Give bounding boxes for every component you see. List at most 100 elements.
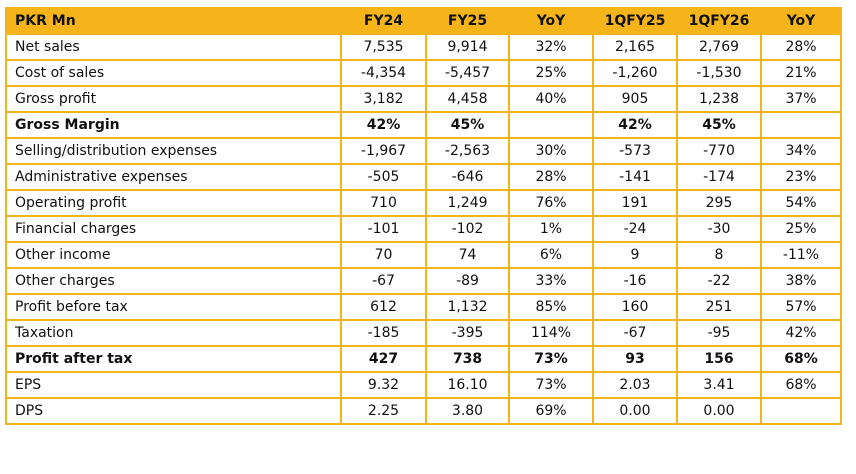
table-cell: 73% bbox=[508, 345, 594, 373]
table-cell: -505 bbox=[340, 163, 427, 191]
table-cell: 28% bbox=[508, 163, 594, 191]
column-header: FY25 bbox=[425, 7, 510, 35]
header-row: PKR Mn FY24 FY25 YoY 1QFY25 1QFY26 YoY bbox=[5, 7, 842, 35]
table-cell: -1,530 bbox=[676, 59, 762, 87]
table-cell: 738 bbox=[425, 345, 510, 373]
table-cell: 251 bbox=[676, 293, 762, 321]
table-cell: 295 bbox=[676, 189, 762, 217]
table-cell: 38% bbox=[760, 267, 842, 295]
table-cell: 33% bbox=[508, 267, 594, 295]
table-cell: -646 bbox=[425, 163, 510, 191]
table-cell: 2.03 bbox=[592, 371, 678, 399]
table-cell: 34% bbox=[760, 137, 842, 165]
table-cell: 8 bbox=[676, 241, 762, 269]
table-cell: 1% bbox=[508, 215, 594, 243]
table-cell: -185 bbox=[340, 319, 427, 347]
table-cell: 612 bbox=[340, 293, 427, 321]
table-cell: 42% bbox=[592, 111, 678, 139]
table-cell: -67 bbox=[592, 319, 678, 347]
row-label: Administrative expenses bbox=[5, 163, 342, 191]
table-cell: 37% bbox=[760, 85, 842, 113]
row-label: Profit before tax bbox=[5, 293, 342, 321]
table-cell: -89 bbox=[425, 267, 510, 295]
table-cell: -141 bbox=[592, 163, 678, 191]
table-row: Gross Margin 42% 45% 42% 45% bbox=[5, 111, 842, 139]
table-cell: 1,132 bbox=[425, 293, 510, 321]
column-header: 1QFY26 bbox=[676, 7, 762, 35]
table-cell bbox=[508, 111, 594, 139]
table-cell: -24 bbox=[592, 215, 678, 243]
table-cell: 9,914 bbox=[425, 33, 510, 61]
table-cell: -67 bbox=[340, 267, 427, 295]
table-cell: 2,165 bbox=[592, 33, 678, 61]
table-row: Financial charges -101 -102 1% -24 -30 25% bbox=[5, 215, 842, 243]
table-row: Other income 70 74 6% 9 8 -11% bbox=[5, 241, 842, 269]
table-cell: 156 bbox=[676, 345, 762, 373]
table-cell: -11% bbox=[760, 241, 842, 269]
table-cell: 74 bbox=[425, 241, 510, 269]
table-row: Other charges -67 -89 33% -16 -22 38% bbox=[5, 267, 842, 295]
table-cell: 40% bbox=[508, 85, 594, 113]
table-cell: 905 bbox=[592, 85, 678, 113]
table-cell: 1,249 bbox=[425, 189, 510, 217]
table-cell: 7,535 bbox=[340, 33, 427, 61]
row-label: DPS bbox=[5, 397, 342, 425]
table-cell: -16 bbox=[592, 267, 678, 295]
table-cell: 9.32 bbox=[340, 371, 427, 399]
table-cell: 3.80 bbox=[425, 397, 510, 425]
table-cell: 1,238 bbox=[676, 85, 762, 113]
row-label: Other charges bbox=[5, 267, 342, 295]
row-label: Profit after tax bbox=[5, 345, 342, 373]
row-label: Gross Margin bbox=[5, 111, 342, 139]
table-cell: 0.00 bbox=[592, 397, 678, 425]
column-header: 1QFY25 bbox=[592, 7, 678, 35]
row-label: Gross profit bbox=[5, 85, 342, 113]
table-cell: 45% bbox=[425, 111, 510, 139]
table-cell: -30 bbox=[676, 215, 762, 243]
table-cell: 25% bbox=[508, 59, 594, 87]
table-cell: 76% bbox=[508, 189, 594, 217]
table-cell: -2,563 bbox=[425, 137, 510, 165]
row-label: Net sales bbox=[5, 33, 342, 61]
table-cell: 68% bbox=[760, 345, 842, 373]
table-cell: 25% bbox=[760, 215, 842, 243]
table-cell: -1,260 bbox=[592, 59, 678, 87]
row-label: Cost of sales bbox=[5, 59, 342, 87]
table-row: Gross profit 3,182 4,458 40% 905 1,238 37% bbox=[5, 85, 842, 113]
table-cell bbox=[760, 111, 842, 139]
table-cell: 42% bbox=[760, 319, 842, 347]
row-label: Other income bbox=[5, 241, 342, 269]
column-header: PKR Mn bbox=[5, 7, 342, 35]
table-cell: 2.25 bbox=[340, 397, 427, 425]
table-cell: 16.10 bbox=[425, 371, 510, 399]
table-cell: 114% bbox=[508, 319, 594, 347]
table-cell: 68% bbox=[760, 371, 842, 399]
table-row: Selling/distribution expenses -1,967 -2,56… bbox=[5, 137, 842, 165]
table-cell: 45% bbox=[676, 111, 762, 139]
table-cell: 73% bbox=[508, 371, 594, 399]
column-header: YoY bbox=[508, 7, 594, 35]
table-cell: -5,457 bbox=[425, 59, 510, 87]
table-cell: 3.41 bbox=[676, 371, 762, 399]
table-cell: 2,769 bbox=[676, 33, 762, 61]
table-cell: -395 bbox=[425, 319, 510, 347]
table-cell: 93 bbox=[592, 345, 678, 373]
table-row: EPS 9.32 16.10 73% 2.03 3.41 68% bbox=[5, 371, 842, 399]
table-cell: 160 bbox=[592, 293, 678, 321]
table-cell: 69% bbox=[508, 397, 594, 425]
table-cell: 23% bbox=[760, 163, 842, 191]
table-row: Taxation -185 -395 114% -67 -95 42% bbox=[5, 319, 842, 347]
table-cell: -770 bbox=[676, 137, 762, 165]
table-cell: 21% bbox=[760, 59, 842, 87]
table-cell: -95 bbox=[676, 319, 762, 347]
table-cell: -4,354 bbox=[340, 59, 427, 87]
table-cell: 710 bbox=[340, 189, 427, 217]
table-cell: 57% bbox=[760, 293, 842, 321]
table-row: Profit before tax 612 1,132 85% 160 251 57% bbox=[5, 293, 842, 321]
table-row: Operating profit 710 1,249 76% 191 295 54% bbox=[5, 189, 842, 217]
column-header: FY24 bbox=[340, 7, 427, 35]
table-row: Cost of sales -4,354 -5,457 25% -1,260 -1,530… bbox=[5, 59, 842, 87]
row-label: Financial charges bbox=[5, 215, 342, 243]
table-cell: 85% bbox=[508, 293, 594, 321]
table-row: Administrative expenses -505 -646 28% -141 -1… bbox=[5, 163, 842, 191]
